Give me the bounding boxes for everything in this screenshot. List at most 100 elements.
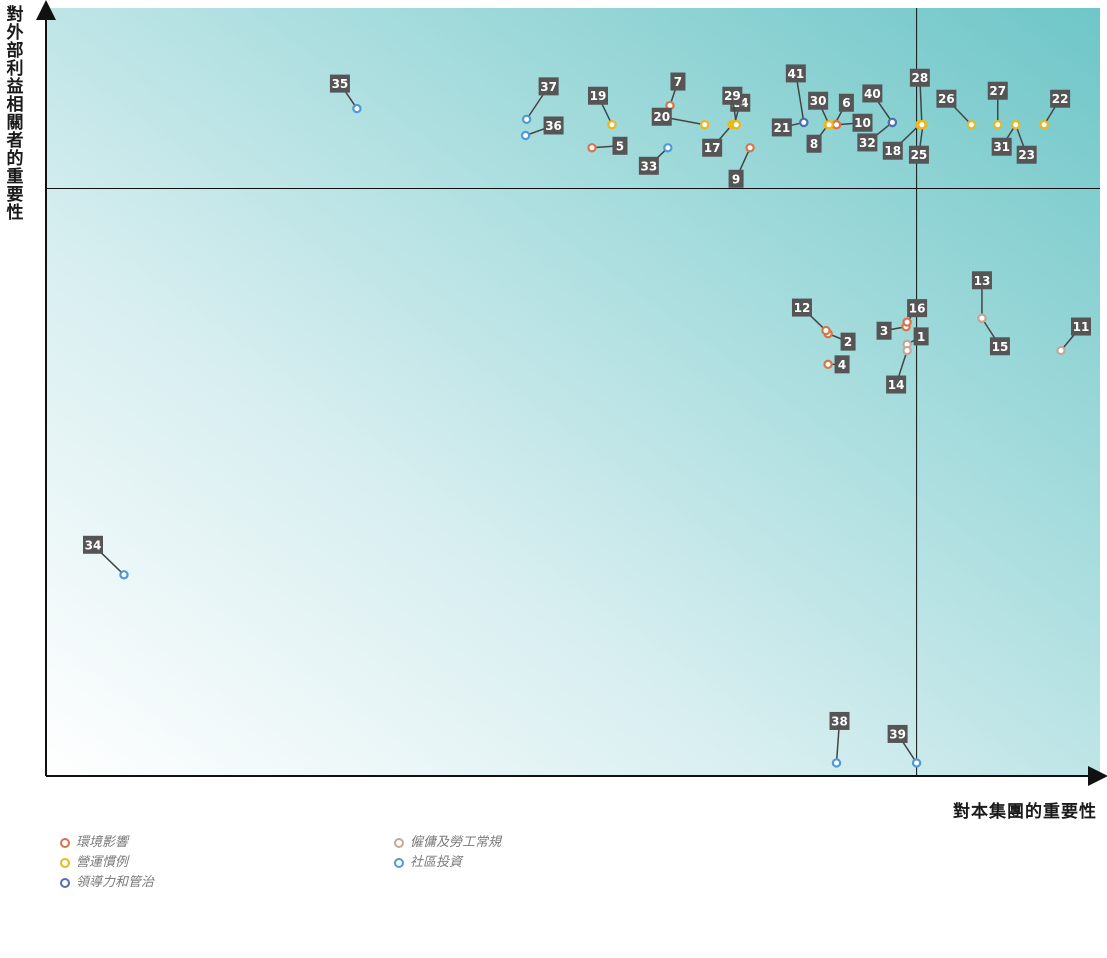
point-label-box [840, 332, 856, 351]
y-axis-label-char: 關 [6, 113, 24, 133]
point-marker [607, 120, 617, 130]
point-marker [823, 359, 833, 370]
point-label: 37 [540, 80, 557, 94]
point-label-box [722, 86, 743, 105]
point-label-box [785, 64, 806, 83]
point-28: 28 [909, 68, 930, 130]
point-marker [831, 120, 842, 130]
point-label: 16 [909, 302, 926, 316]
legend-marker-icon [60, 877, 70, 888]
legend-marker-icon [394, 857, 404, 868]
point-label-box [909, 68, 930, 87]
point-label-box [991, 137, 1012, 156]
point-41: 41 [785, 64, 809, 128]
point-marker [887, 117, 898, 128]
y-axis-label-char: 益 [6, 77, 24, 97]
point-label-box [538, 77, 559, 96]
point-label-box [876, 321, 892, 340]
point-29: 29 [722, 86, 743, 130]
point-label: 38 [831, 714, 848, 728]
legend-item: 領導力和管治 [60, 871, 154, 890]
point-label-box [989, 337, 1010, 356]
point-37: 37 [521, 77, 559, 125]
point-9: 9 [728, 143, 755, 188]
point-20: 20 [651, 107, 710, 130]
point-label-box [1016, 145, 1037, 164]
legend-item: 營運慣例 [60, 851, 128, 870]
legend-marker-icon [60, 857, 70, 868]
point-label-box [857, 133, 878, 152]
y-axis-label-char: 要 [6, 185, 24, 205]
point-5: 5 [587, 136, 628, 155]
point-label-box [791, 298, 812, 317]
point-marker [587, 143, 597, 153]
data-points: 1234567891011121314151617181920212223242… [82, 64, 1092, 768]
point-marker [977, 313, 987, 323]
point-label-box [862, 84, 883, 103]
legend-label: 僱傭及勞工常規 [410, 835, 502, 850]
legend-marker-icon [394, 837, 404, 848]
point-label: 23 [1018, 148, 1035, 162]
point-12: 12 [791, 298, 831, 336]
point-label-box [936, 89, 957, 108]
legend-item: 環境影響 [60, 831, 128, 850]
point-label-box [638, 156, 659, 175]
point-label-box [987, 81, 1008, 100]
point-label-box [808, 91, 829, 110]
point-label: 15 [992, 340, 1009, 354]
point-label-box [882, 141, 903, 160]
point-40: 40 [862, 84, 898, 128]
y-axis-label-char: 者 [6, 131, 24, 151]
y-axis-label-char: 對 [6, 5, 24, 25]
point-label-box [728, 169, 744, 188]
point-label: 10 [854, 116, 871, 130]
point-label: 31 [993, 140, 1010, 154]
point-marker [352, 103, 362, 114]
point-33: 33 [638, 143, 673, 175]
point-label-box [612, 136, 628, 155]
point-label-box [329, 74, 350, 93]
point-30: 30 [808, 91, 834, 130]
point-label: 7 [674, 75, 682, 89]
point-label-box [852, 113, 873, 132]
point-label: 28 [912, 71, 929, 85]
point-label: 22 [1052, 92, 1069, 106]
point-marker [821, 325, 831, 336]
point-label: 3 [880, 324, 888, 338]
point-31: 31 [991, 120, 1021, 156]
x-axis-label: 對本集團的重要性 [953, 802, 1097, 822]
point-38: 38 [829, 711, 850, 768]
point-36: 36 [520, 116, 564, 141]
point-marker [993, 120, 1003, 130]
quadrant-dividers [46, 8, 1100, 776]
point-label: 13 [974, 274, 991, 288]
point-label-box [543, 116, 564, 135]
legend: 環境影響 營運慣例 領導力和管治 僱傭及勞工常規 社區投資 [60, 831, 700, 931]
y-axis-label: 對外部利益相關者的重要性 [4, 6, 26, 222]
point-label: 35 [332, 77, 349, 91]
point-label: 27 [989, 84, 1006, 98]
point-label: 30 [810, 94, 827, 108]
y-axis-label-char: 的 [6, 149, 24, 169]
point-26: 26 [936, 89, 977, 130]
point-label: 40 [864, 87, 881, 101]
y-axis-label-char: 外 [6, 23, 24, 43]
point-marker [663, 143, 673, 153]
point-label: 19 [590, 89, 607, 103]
point-label: 33 [641, 159, 658, 173]
point-label: 21 [773, 121, 790, 135]
point-label: 14 [888, 378, 905, 392]
point-15: 15 [977, 313, 1010, 356]
point-label-box [702, 138, 723, 157]
point-marker [902, 345, 912, 356]
legend-label: 環境影響 [76, 835, 129, 850]
point-label: 12 [794, 301, 811, 315]
point-4: 4 [823, 355, 850, 374]
point-label: 11 [1073, 320, 1090, 334]
legend-label: 社區投資 [410, 855, 463, 870]
point-label: 34 [85, 538, 102, 552]
point-16: 16 [902, 299, 928, 327]
point-27: 27 [987, 81, 1008, 130]
point-marker [966, 120, 977, 130]
point-39: 39 [887, 724, 922, 768]
